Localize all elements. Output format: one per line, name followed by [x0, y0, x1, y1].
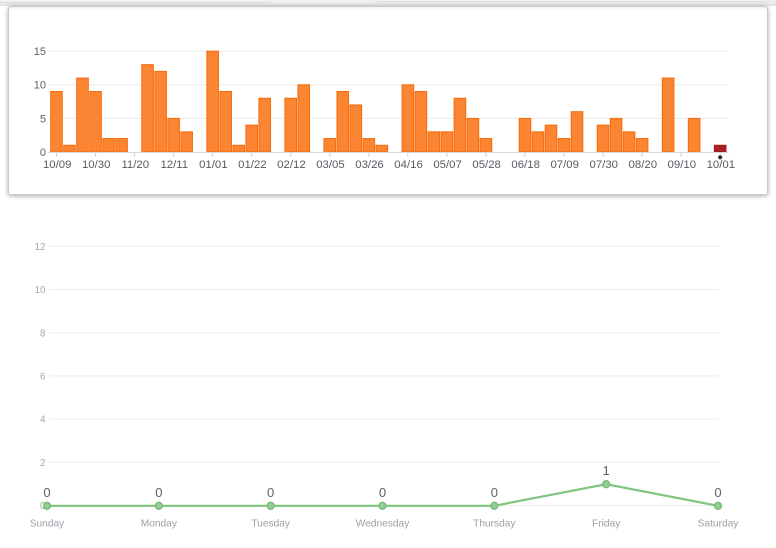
- svg-text:07/09: 07/09: [550, 159, 579, 171]
- svg-text:10/09: 10/09: [43, 159, 72, 171]
- svg-text:Monday: Monday: [141, 518, 178, 529]
- svg-text:03/26: 03/26: [355, 159, 384, 171]
- svg-text:01/01: 01/01: [199, 159, 228, 171]
- svg-text:2: 2: [40, 458, 45, 469]
- svg-text:0: 0: [491, 485, 498, 500]
- svg-text:07/30: 07/30: [589, 159, 618, 171]
- svg-text:Sunday: Sunday: [30, 518, 65, 529]
- svg-text:12/11: 12/11: [160, 159, 188, 171]
- svg-text:01/22: 01/22: [238, 159, 267, 171]
- svg-text:10/01: 10/01: [707, 159, 736, 171]
- svg-text:0: 0: [714, 485, 721, 500]
- svg-text:Tuesday: Tuesday: [251, 518, 291, 529]
- svg-text:02/12: 02/12: [277, 159, 306, 171]
- svg-text:06/18: 06/18: [511, 159, 540, 171]
- svg-text:04/16: 04/16: [394, 159, 423, 171]
- svg-text:4: 4: [40, 415, 46, 426]
- svg-text:03/05: 03/05: [316, 159, 345, 171]
- svg-text:0: 0: [155, 485, 162, 500]
- svg-text:Saturday: Saturday: [698, 518, 740, 529]
- svg-text:8: 8: [40, 328, 46, 339]
- svg-text:05/28: 05/28: [472, 159, 501, 171]
- svg-text:1: 1: [603, 463, 610, 478]
- svg-text:Wednesday: Wednesday: [356, 518, 411, 529]
- svg-text:0: 0: [379, 485, 386, 500]
- svg-text:0: 0: [40, 147, 46, 159]
- svg-text:11/20: 11/20: [121, 159, 149, 171]
- svg-text:10/30: 10/30: [82, 159, 111, 171]
- svg-text:15: 15: [34, 46, 46, 58]
- svg-text:6: 6: [40, 372, 46, 383]
- svg-text:0: 0: [43, 485, 50, 500]
- svg-text:10: 10: [34, 80, 46, 92]
- svg-text:12: 12: [35, 242, 46, 253]
- svg-text:09/10: 09/10: [668, 159, 697, 171]
- svg-text:5: 5: [40, 113, 46, 125]
- svg-text:Thursday: Thursday: [473, 518, 516, 529]
- svg-text:08/20: 08/20: [629, 159, 658, 171]
- svg-text:0: 0: [267, 485, 274, 500]
- svg-text:Friday: Friday: [592, 518, 621, 529]
- svg-text:10: 10: [35, 285, 46, 296]
- svg-text:05/07: 05/07: [433, 159, 462, 171]
